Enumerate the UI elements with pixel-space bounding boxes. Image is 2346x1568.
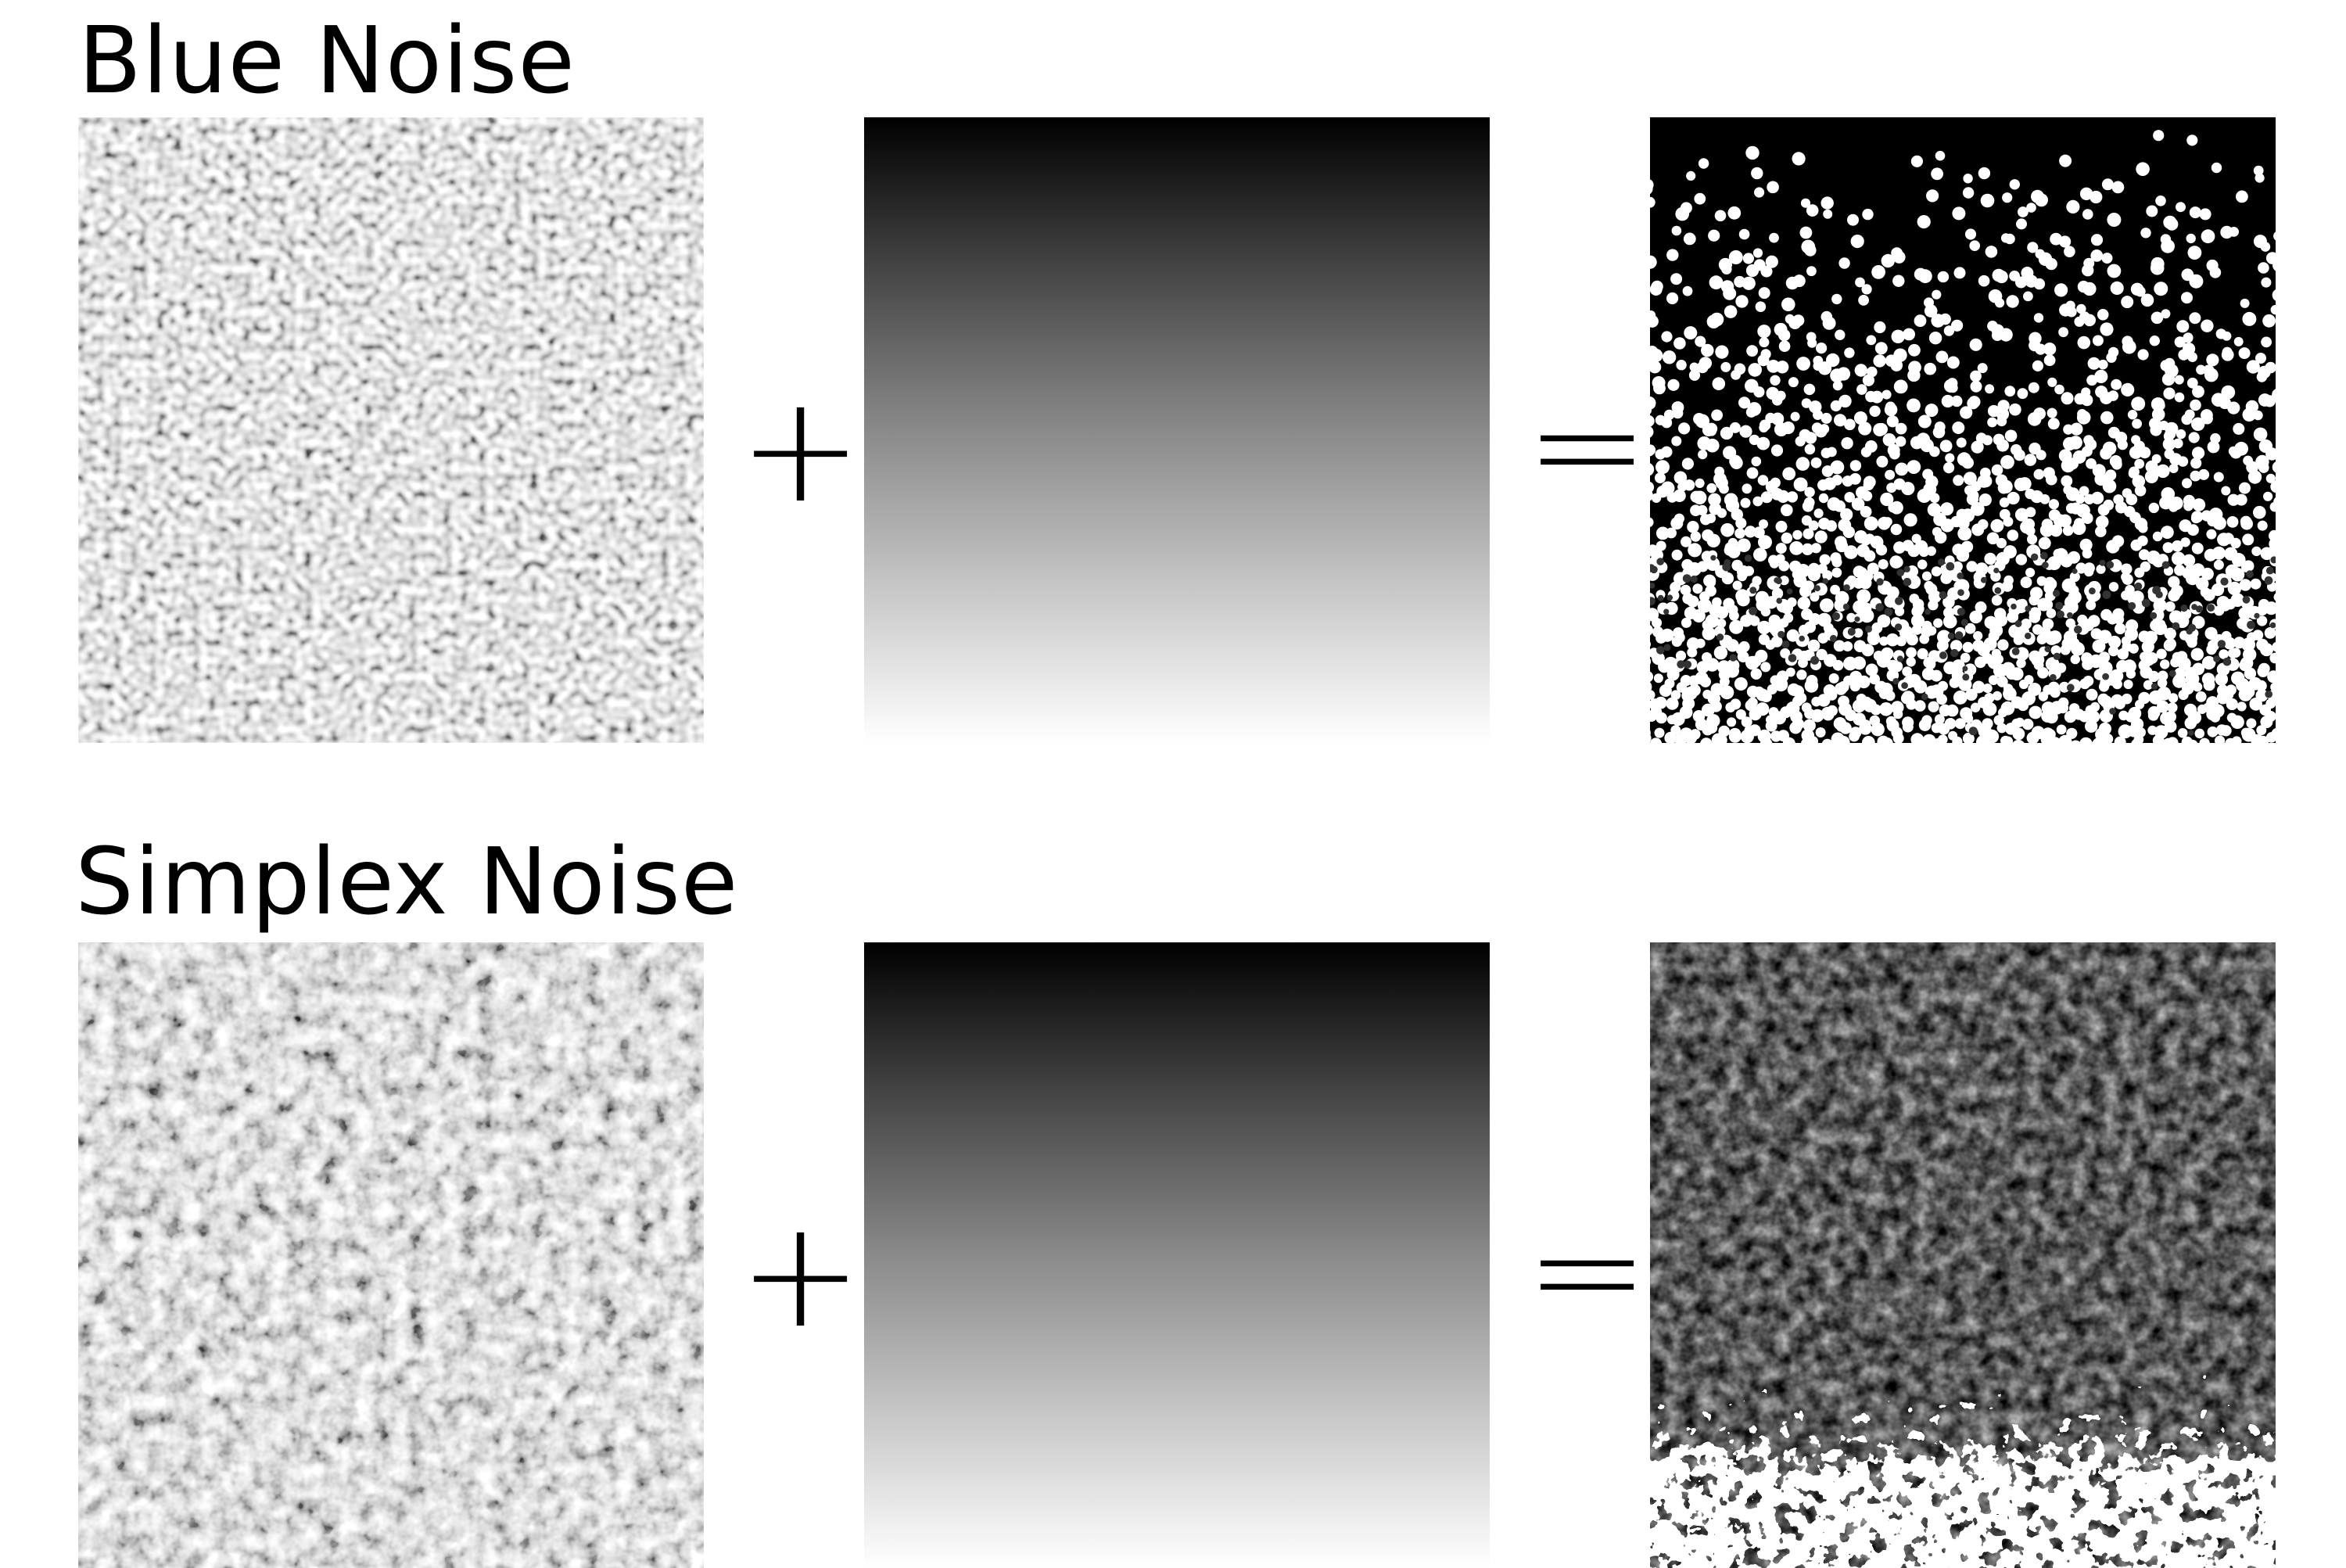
- simplex-noise-dither-svg: [1650, 942, 2276, 1568]
- blue-noise-svg: [78, 117, 704, 743]
- row-title-blue-noise: Blue Noise: [78, 14, 576, 106]
- equals-sign: =: [1525, 371, 1619, 520]
- simplex-noise-svg: [78, 942, 704, 1568]
- vertical-gradient: [864, 117, 1490, 743]
- blue-noise-dither-result: [1650, 117, 2276, 743]
- blue-noise-dither-svg: [1650, 117, 2276, 743]
- simplex-noise-dither-result: [1650, 942, 2276, 1568]
- row-title-simplex-noise: Simplex Noise: [75, 835, 739, 928]
- plus-sign: +: [738, 1200, 832, 1349]
- simplex-noise-texture: [78, 942, 704, 1568]
- plus-sign: +: [738, 375, 832, 524]
- equals-sign: =: [1525, 1197, 1619, 1345]
- blue-noise-texture: [78, 117, 704, 743]
- vertical-gradient: [864, 942, 1490, 1568]
